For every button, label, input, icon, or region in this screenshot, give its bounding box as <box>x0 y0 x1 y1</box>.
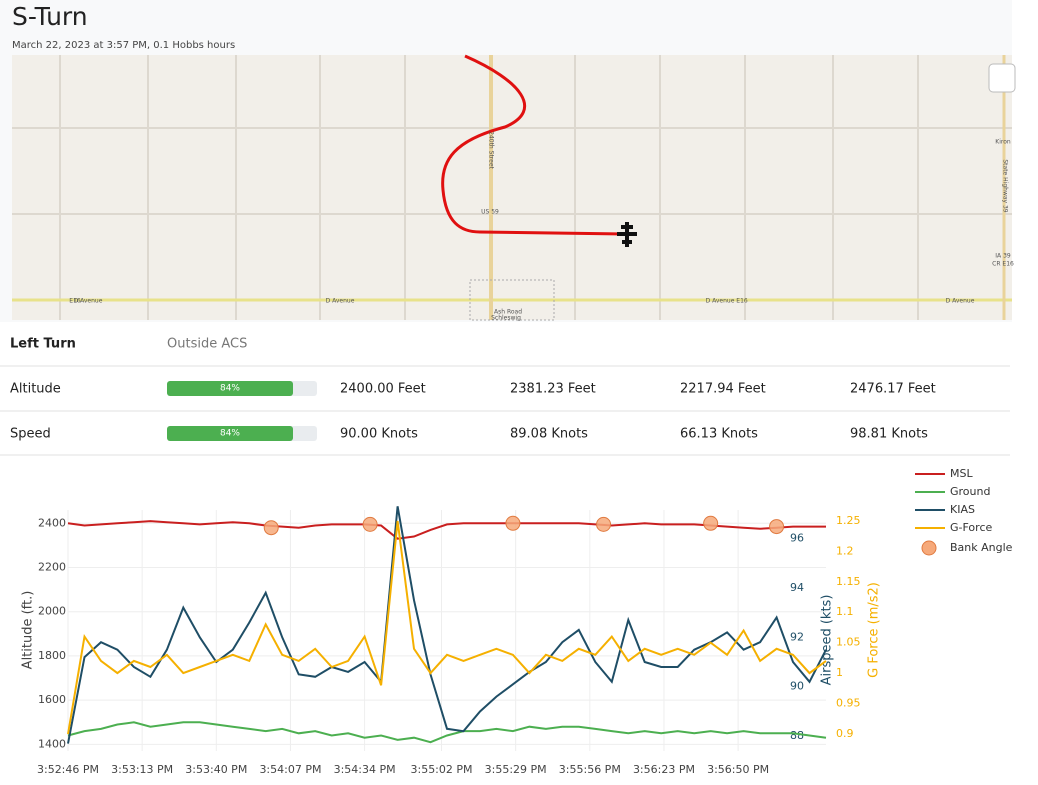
y-tick-label: 1400 <box>38 737 66 750</box>
map-label: Kiron <box>995 139 1011 146</box>
legend-label[interactable]: Bank Angle <box>950 541 1013 554</box>
map-label: E16 <box>736 298 748 305</box>
map-label: Ash Road <box>494 309 522 316</box>
y-tick-label: 2000 <box>38 605 66 618</box>
map-roads <box>12 55 1012 320</box>
bank-angle-marker <box>505 515 521 531</box>
progress-bar <box>167 381 293 396</box>
map-label: D Avenue <box>74 298 103 305</box>
chart: 3:52:46 PM 3:53:13 PM 3:53:40 PM 3:54:07 PM… <box>21 467 1013 776</box>
map-label: D Avenue <box>706 298 735 305</box>
bank-angle-marker <box>362 516 378 532</box>
progress-bar <box>167 426 293 441</box>
y-tick-label: 2200 <box>38 560 66 573</box>
map-label: 240th Street <box>488 131 495 169</box>
cell: 2476.17 Feet <box>850 382 936 397</box>
progress-label: 84% <box>220 429 240 439</box>
y2-tick-label: 96 <box>790 531 804 544</box>
table-header: Left Turn <box>10 337 76 352</box>
progress-label: 84% <box>220 384 240 394</box>
y3-tick-label: 0.9 <box>836 727 854 740</box>
y3-tick-label: 0.95 <box>836 697 861 710</box>
layers-button[interactable] <box>988 63 1016 93</box>
x-tick-label: 3:56:50 PM <box>707 763 769 776</box>
cell: 90.00 Knots <box>340 427 418 442</box>
bank-angle-marker <box>263 520 279 536</box>
map-label: IA 39 <box>995 253 1011 260</box>
y-tick-label: 1600 <box>38 693 66 706</box>
y2-tick-label: 88 <box>790 729 804 742</box>
legend-label[interactable]: G-Force <box>950 521 992 534</box>
table: Left Turn Outside ACS Altitude 84% 2400.00 F… <box>0 322 1010 456</box>
x-tick-label: 3:55:02 PM <box>410 763 472 776</box>
map-label: State Highway 39 <box>1002 159 1009 212</box>
y2-tick-label: 92 <box>790 630 804 643</box>
y2-tick-label: 94 <box>790 581 804 594</box>
x-tick-label: 3:52:46 PM <box>37 763 99 776</box>
flight-path <box>441 54 626 236</box>
x-tick-label: 3:53:40 PM <box>185 763 247 776</box>
x-tick-label: 3:55:29 PM <box>485 763 547 776</box>
bank-angle-marker <box>769 519 785 535</box>
map-label: D Avenue <box>946 298 975 305</box>
legend-label[interactable]: KIAS <box>950 503 975 516</box>
cell: 2381.23 Feet <box>510 382 596 397</box>
subtitle: March 22, 2023 at 3:57 PM, 0.1 Hobbs hou… <box>12 40 235 51</box>
series-line <box>67 520 827 735</box>
map-label: Schleswig <box>491 315 521 322</box>
map-bg <box>12 55 1012 320</box>
x-tick-label: 3:55:56 PM <box>559 763 621 776</box>
map-label: US 59 <box>481 209 499 216</box>
series-line <box>67 520 826 540</box>
row-label: Speed <box>10 427 51 442</box>
y3-tick-label: 1 <box>836 666 843 679</box>
y3-axis-title: G Force (m/s2) <box>867 582 882 678</box>
town-outline <box>469 279 555 321</box>
y3-tick-label: 1.25 <box>836 514 861 527</box>
cell: 89.08 Knots <box>510 427 588 442</box>
map-label: CR E16 <box>992 261 1014 268</box>
series-line <box>67 721 827 744</box>
y3-tick-label: 1.15 <box>836 575 861 588</box>
x-tick-label: 3:54:34 PM <box>334 763 396 776</box>
cell: 2217.94 Feet <box>680 382 766 397</box>
cell: 2400.00 Feet <box>340 382 426 397</box>
x-tick-label: 3:53:13 PM <box>111 763 173 776</box>
y3-tick-label: 1.05 <box>836 636 861 649</box>
y-tick-label: 2400 <box>38 516 66 529</box>
y3-tick-label: 1.1 <box>836 605 854 618</box>
map-label: D Avenue <box>326 298 355 305</box>
y-axis-title: Altitude (ft.) <box>21 591 36 670</box>
table-header: Outside ACS <box>167 337 247 352</box>
y-tick-label: 1800 <box>38 649 66 662</box>
plane-icon <box>617 222 637 247</box>
series-line <box>67 506 827 744</box>
bank-angle-marker <box>596 516 612 532</box>
bank-angle-marker <box>703 515 719 531</box>
x-tick-label: 3:56:23 PM <box>633 763 695 776</box>
y2-axis-title: Airspeed (kts) <box>820 595 835 686</box>
title: S-Turn <box>12 2 88 31</box>
row-label: Altitude <box>10 382 61 397</box>
y2-tick-label: 90 <box>790 680 804 693</box>
legend-swatch <box>921 540 937 556</box>
y3-tick-label: 1.2 <box>836 544 854 557</box>
legend-label[interactable]: Ground <box>950 485 990 498</box>
cell: 98.81 Knots <box>850 427 928 442</box>
cell: 66.13 Knots <box>680 427 758 442</box>
x-tick-label: 3:54:07 PM <box>259 763 321 776</box>
legend-label[interactable]: MSL <box>950 467 973 480</box>
map-label: E16 <box>69 298 81 305</box>
